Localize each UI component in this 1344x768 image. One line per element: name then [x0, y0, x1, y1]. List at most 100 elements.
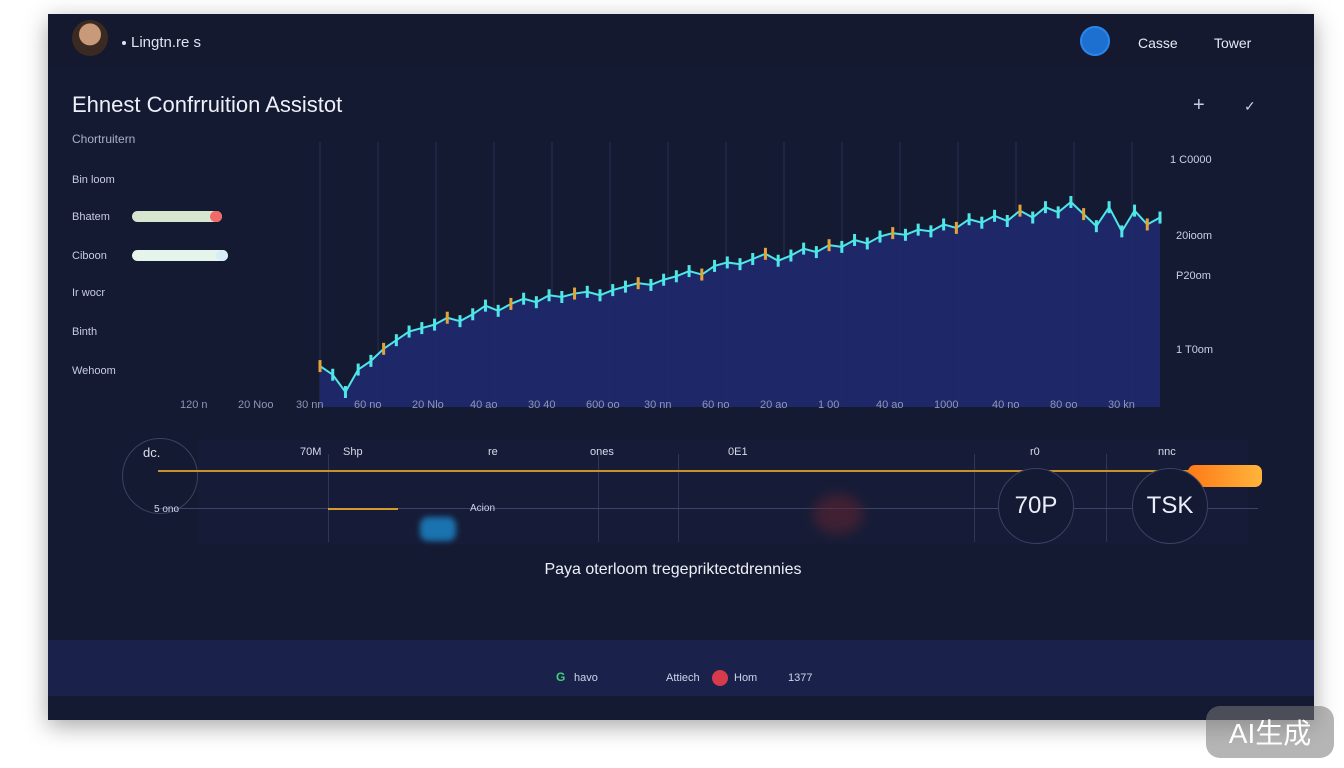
row-label[interactable]: Ir wocr — [72, 287, 105, 299]
data-point — [560, 291, 564, 303]
footer-item[interactable]: havo — [574, 672, 598, 684]
data-point — [751, 253, 755, 265]
g-icon[interactable]: G — [556, 670, 566, 684]
red-glow — [813, 494, 863, 534]
slider-handle[interactable] — [1188, 465, 1262, 487]
data-point — [483, 299, 487, 312]
row-label[interactable]: Bin loom — [72, 174, 115, 186]
x-tick-label: 1 00 — [818, 399, 840, 411]
data-point — [343, 386, 347, 398]
data-point — [445, 311, 449, 324]
right-label: 1 T0om — [1176, 344, 1214, 356]
timeline-marker: ones — [590, 446, 614, 458]
data-point — [954, 221, 958, 234]
data-point — [1043, 201, 1047, 214]
x-tick-label: 20 Noo — [238, 399, 274, 411]
link-icon[interactable]: ✓ — [1244, 98, 1256, 114]
data-point — [674, 270, 678, 283]
data-point — [1005, 215, 1009, 227]
data-point — [573, 287, 577, 300]
timeline-range[interactable] — [328, 508, 398, 510]
data-point — [814, 246, 818, 259]
timeline-start-label: dc. — [143, 445, 161, 460]
data-point — [827, 239, 831, 252]
x-tick-label: 30 40 — [528, 399, 556, 411]
timeline-panel — [198, 440, 1248, 544]
add-icon[interactable]: + — [1193, 94, 1205, 116]
data-point — [407, 325, 411, 338]
app-window: Lingtn.re s Casse Tower Ehnest Confrruit… — [48, 14, 1314, 720]
x-tick-label: 20 Nlo — [412, 399, 444, 411]
row-pill[interactable] — [132, 211, 222, 222]
data-point — [1094, 220, 1098, 233]
timeline-marker: 0E1 — [728, 446, 748, 458]
timeline-divider — [974, 454, 975, 542]
data-point — [1145, 218, 1149, 231]
data-point — [802, 242, 806, 255]
data-point — [522, 292, 526, 305]
data-point — [496, 304, 500, 317]
x-tick-label: 80 oo — [1050, 399, 1078, 411]
data-point — [1031, 211, 1035, 224]
timeline-divider — [678, 454, 679, 542]
data-point — [903, 228, 907, 241]
data-point — [763, 247, 767, 260]
data-point — [776, 254, 780, 267]
data-point — [929, 225, 933, 238]
data-point — [916, 223, 920, 236]
top-bar: Lingtn.re s Casse Tower — [48, 14, 1314, 66]
data-point — [891, 227, 895, 240]
nav-link-1[interactable]: Casse — [1138, 35, 1178, 51]
data-point — [942, 218, 946, 231]
caption-text: Paya oterloom tregepriktectdrennies — [544, 561, 802, 578]
nav-link-2[interactable]: Tower — [1214, 35, 1252, 51]
ring-button-2[interactable]: TSK — [1132, 468, 1208, 544]
x-tick-label: 60 no — [354, 399, 382, 411]
data-point — [611, 284, 615, 297]
x-tick-label: 600 oo — [586, 399, 620, 411]
timeline-marker: r0 — [1030, 446, 1040, 458]
app-name: Lingtn.re s — [122, 34, 201, 51]
right-label: 20ioom — [1176, 230, 1213, 242]
row-label[interactable]: Wehoom — [72, 365, 116, 377]
x-tick-label: 60 no — [702, 399, 730, 411]
data-point — [1133, 204, 1137, 217]
x-tick-label: 30 nn — [296, 399, 324, 411]
timeline-divider — [598, 454, 599, 542]
footer-item[interactable]: Hom — [734, 672, 758, 684]
timeline-track[interactable] — [158, 470, 1258, 472]
highlight-glow — [420, 517, 456, 541]
data-point — [713, 259, 717, 272]
data-point — [636, 277, 640, 290]
data-point — [865, 237, 869, 250]
record-icon[interactable] — [712, 670, 728, 686]
data-point — [789, 249, 793, 262]
data-point — [623, 280, 627, 293]
data-point — [394, 334, 398, 347]
data-point — [547, 289, 551, 302]
price-chart[interactable] — [268, 142, 1188, 432]
data-point — [1069, 196, 1073, 208]
footer-item[interactable]: Attiech — [666, 672, 700, 684]
timeline-marker: Shp — [343, 446, 363, 458]
timeline-start-button[interactable]: dc. — [122, 438, 198, 514]
ring-button-1[interactable]: 70P — [998, 468, 1074, 544]
x-tick-label: 40 ao — [876, 399, 904, 411]
avatar[interactable] — [72, 20, 108, 56]
timeline-marker: 70M — [300, 446, 322, 458]
globe-icon[interactable] — [1080, 26, 1110, 56]
data-point — [993, 209, 997, 222]
data-point — [356, 363, 360, 376]
area-fill — [320, 202, 1160, 407]
data-point — [1120, 225, 1124, 238]
row-pill[interactable] — [132, 250, 228, 261]
data-point — [382, 342, 386, 355]
data-point — [1018, 204, 1022, 217]
row-label[interactable]: Bhatem — [72, 211, 110, 223]
page-title: Ehnest Confrruition Assistot — [72, 92, 343, 117]
x-tick-label: 20 ao — [760, 399, 788, 411]
x-tick-label: 1000 — [934, 399, 959, 411]
right-label: 1 C0000 — [1170, 154, 1212, 166]
row-label[interactable]: Binth — [72, 326, 98, 338]
row-label[interactable]: Ciboon — [72, 250, 107, 262]
